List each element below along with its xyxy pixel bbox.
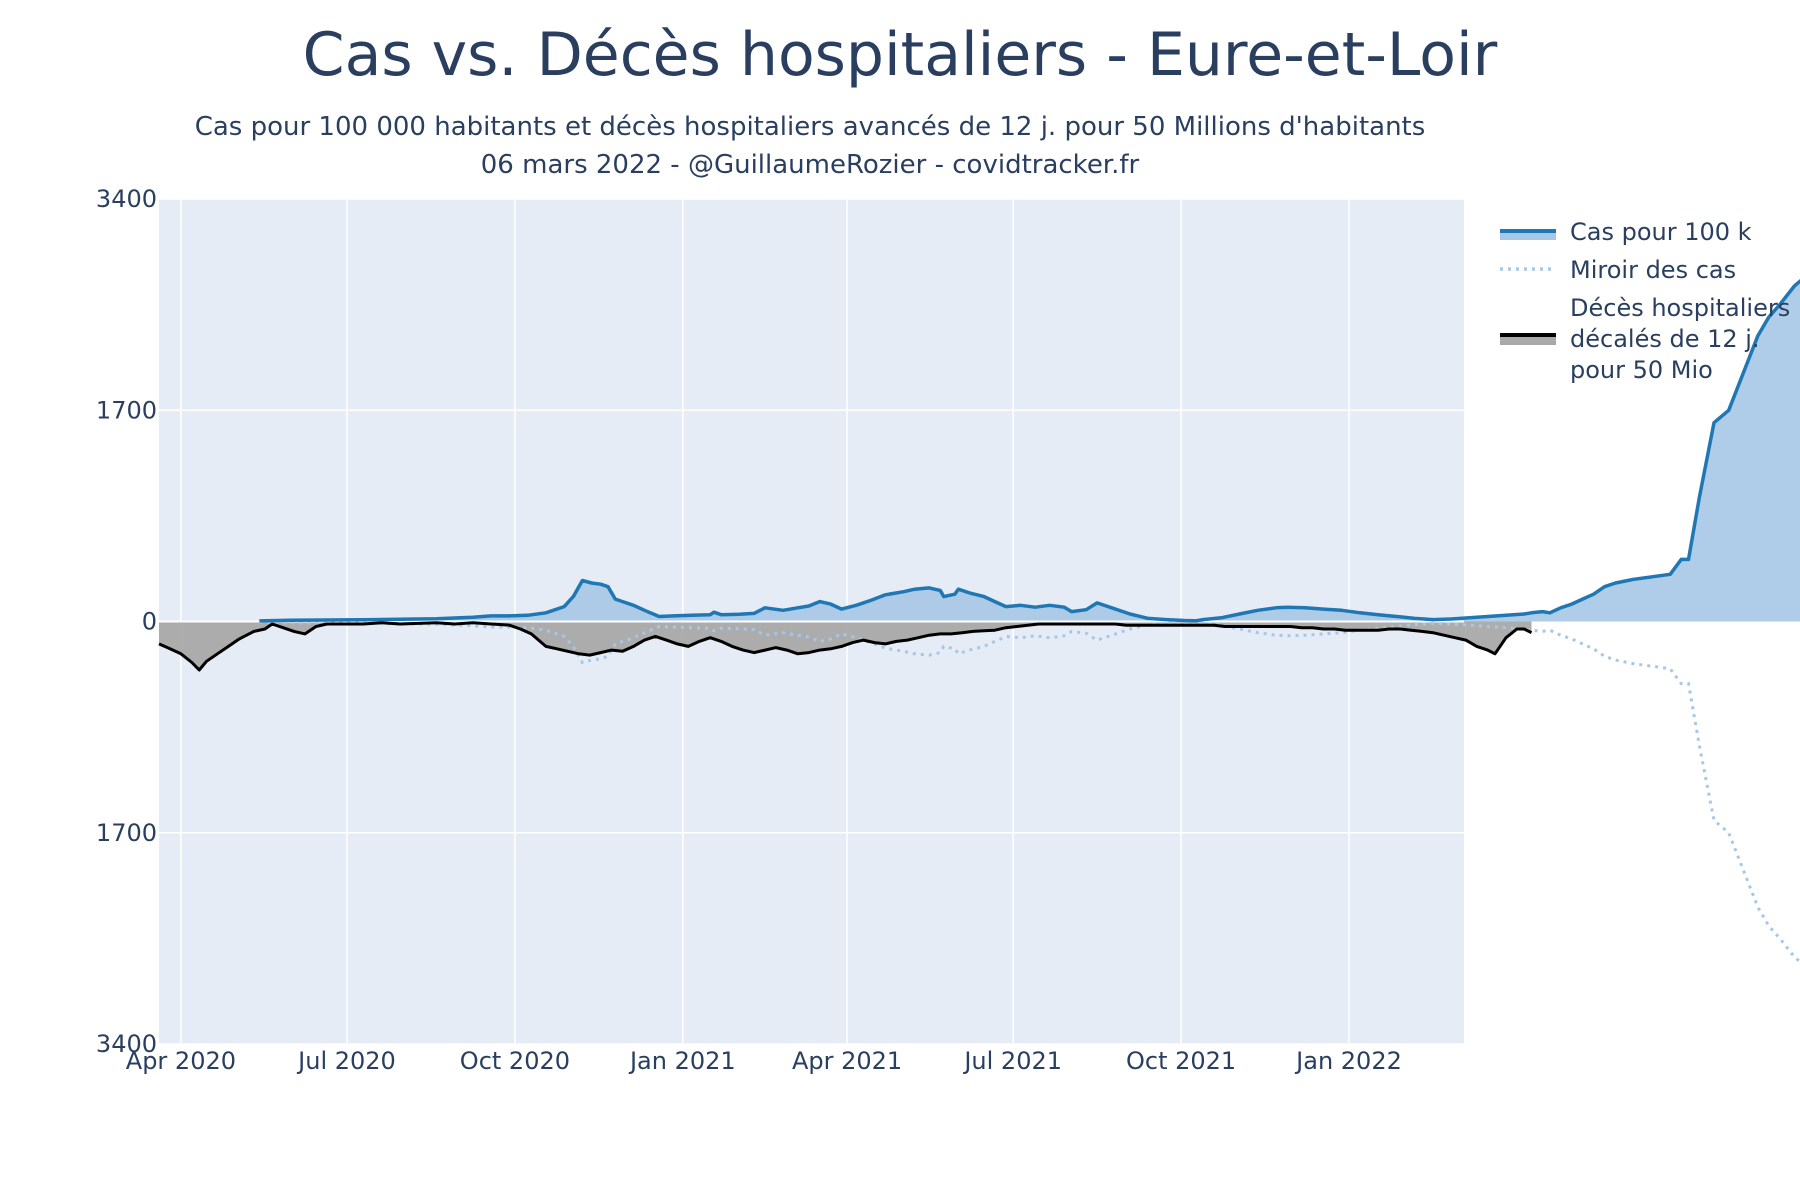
series-layer bbox=[158, 278, 1800, 964]
legend-label-deaths-line: Décès hospitaliers bbox=[1570, 294, 1790, 322]
x-tick-label: Jan 2022 bbox=[1294, 1047, 1402, 1075]
deaths-area-fill bbox=[159, 621, 1532, 670]
legend-swatch-deaths-fill bbox=[1500, 335, 1556, 345]
cases-line bbox=[259, 278, 1800, 623]
chart-title: Cas vs. Décès hospitaliers - Eure-et-Loi… bbox=[302, 20, 1498, 90]
y-tick-label: 3400 bbox=[96, 1030, 157, 1058]
x-tick-label: Oct 2020 bbox=[460, 1047, 570, 1075]
x-tick-label: Apr 2021 bbox=[792, 1047, 902, 1075]
chart-subtitle-line-1: Cas pour 100 000 habitants et décès hosp… bbox=[194, 112, 1426, 142]
legend: Cas pour 100 k Miroir des cas Décès hospit… bbox=[1500, 218, 1790, 384]
y-tick-label: 1700 bbox=[96, 819, 157, 847]
y-tick-label: 0 bbox=[142, 608, 157, 636]
x-tick-label: Jan 2021 bbox=[628, 1047, 736, 1075]
legend-label-deaths-line: décalés de 12 j. bbox=[1570, 325, 1760, 353]
legend-swatch-cases-fill bbox=[1500, 231, 1556, 240]
x-tick-label: Oct 2021 bbox=[1126, 1047, 1236, 1075]
x-tick-label: Jul 2021 bbox=[962, 1047, 1062, 1075]
x-tick-label: Apr 2020 bbox=[126, 1047, 236, 1075]
legend-label-mirror: Miroir des cas bbox=[1570, 256, 1736, 284]
legend-label-deaths-line: pour 50 Mio bbox=[1570, 356, 1713, 384]
chart-subtitle-line-2: 06 mars 2022 - @GuillaumeRozier - covidt… bbox=[480, 150, 1140, 180]
chart-subtitle: Cas pour 100 000 habitants et décès hosp… bbox=[0, 108, 1620, 184]
legend-label-cases: Cas pour 100 k bbox=[1570, 218, 1752, 246]
cases-area-fill bbox=[259, 281, 1800, 622]
x-tick-label: Jul 2020 bbox=[296, 1047, 396, 1075]
y-tick-label: 3400 bbox=[96, 185, 157, 213]
y-tick-label: 1700 bbox=[96, 396, 157, 424]
deaths-line bbox=[158, 621, 1533, 672]
